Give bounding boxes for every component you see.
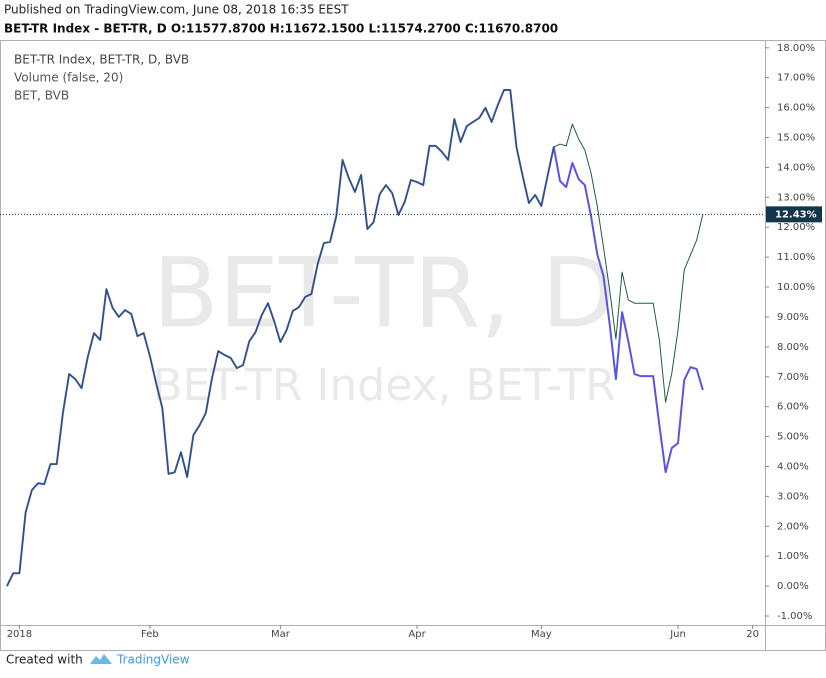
x-tick-label: 2018 (7, 629, 32, 640)
x-tick-label: Mar (271, 629, 291, 640)
y-tick-label: 11.00% (777, 252, 815, 263)
footer-text: Created with (6, 653, 83, 667)
legend-entry[interactable]: BET-TR Index, BET-TR, D, BVB (14, 53, 189, 67)
series-line (6, 89, 704, 587)
brand-link[interactable]: TradingView (116, 653, 190, 667)
watermark-symbol: BET-TR, D (153, 237, 615, 349)
y-tick-label: 12.00% (777, 222, 815, 233)
y-tick-label: 13.00% (777, 192, 815, 203)
y-tick-label: 7.00% (777, 372, 809, 383)
watermark-description: BET-TR Index, BET-TR (152, 360, 615, 411)
footer: Created with TradingView (6, 653, 190, 667)
y-tick-label: 17.00% (777, 73, 815, 84)
last-value-label: 12.43% (775, 209, 817, 220)
symbol-line: BET-TR Index - BET-TR, D O:11577.8700 H:… (4, 22, 558, 36)
y-tick-label: 2.00% (777, 521, 809, 532)
y-tick-label: 18.00% (777, 43, 815, 54)
y-tick-label: 15.00% (777, 133, 815, 144)
legend-indicator[interactable]: Volume (false, 20) (14, 71, 123, 85)
y-tick-label: 4.00% (777, 461, 809, 472)
y-tick-label: 10.00% (777, 282, 815, 293)
y-tick-label: 9.00% (777, 312, 809, 323)
x-tick-label: 20 (746, 629, 759, 640)
legend-entry[interactable]: BET, BVB (14, 89, 69, 103)
y-tick-label: 3.00% (777, 491, 809, 502)
y-tick-label: -1.00% (777, 611, 812, 622)
y-tick-label: 1.00% (777, 551, 809, 562)
x-tick-label: Jun (669, 629, 686, 640)
y-tick-label: 16.00% (777, 103, 815, 114)
x-tick-label: Apr (408, 629, 426, 640)
last-value-badge (766, 206, 822, 223)
x-tick-label: Feb (141, 629, 159, 640)
y-tick-label: 0.00% (777, 581, 809, 592)
published-line: Published on TradingView.com, June 08, 2… (4, 3, 349, 17)
brand-logo (90, 654, 112, 664)
y-tick-label: 6.00% (777, 402, 809, 413)
y-tick-label: 5.00% (777, 432, 809, 443)
y-tick-label: 8.00% (777, 342, 809, 353)
x-tick-label: May (531, 629, 552, 640)
y-tick-label: 14.00% (777, 162, 815, 173)
